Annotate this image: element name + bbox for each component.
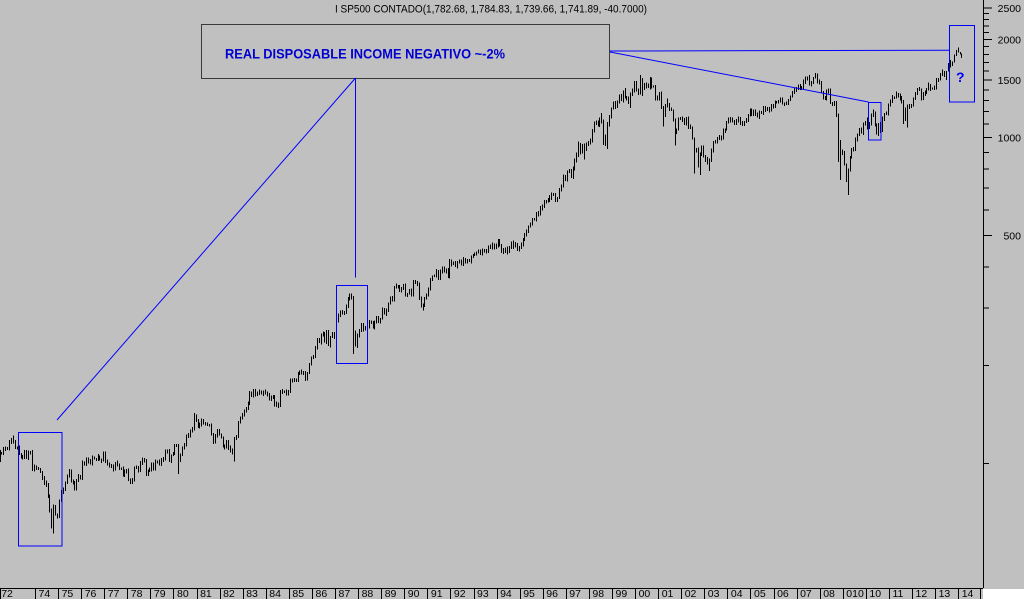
svg-text:77: 77 (108, 588, 120, 599)
svg-text:92: 92 (454, 588, 466, 599)
svg-text:06: 06 (777, 588, 789, 599)
svg-text:72: 72 (1, 588, 13, 599)
svg-text:01: 01 (662, 588, 674, 599)
svg-text:99: 99 (616, 588, 628, 599)
svg-text:03: 03 (708, 588, 720, 599)
svg-text:02: 02 (685, 588, 697, 599)
svg-text:07: 07 (800, 588, 812, 599)
svg-text:86: 86 (316, 588, 328, 599)
svg-text:95: 95 (523, 588, 535, 599)
svg-text:08: 08 (823, 588, 835, 599)
svg-text:I SP500 CONTADO(1,782.68, 1,78: I SP500 CONTADO(1,782.68, 1,784.83, 1,73… (335, 4, 647, 16)
svg-text:10: 10 (869, 588, 881, 599)
svg-text:1000: 1000 (998, 133, 1022, 145)
svg-text:91: 91 (431, 588, 443, 599)
svg-text:81: 81 (200, 588, 212, 599)
svg-text:83: 83 (246, 588, 258, 599)
svg-text:14: 14 (962, 588, 974, 599)
svg-text:93: 93 (477, 588, 489, 599)
svg-text:00: 00 (639, 588, 651, 599)
svg-text:76: 76 (85, 588, 97, 599)
svg-text:80: 80 (177, 588, 189, 599)
svg-text:96: 96 (546, 588, 558, 599)
svg-text:84: 84 (269, 588, 281, 599)
svg-text:90: 90 (408, 588, 420, 599)
svg-text:2500: 2500 (998, 3, 1022, 15)
svg-text:87: 87 (339, 588, 351, 599)
svg-text:04: 04 (731, 588, 743, 599)
svg-text:74: 74 (39, 588, 51, 599)
svg-text:010: 010 (846, 588, 864, 599)
svg-text:98: 98 (592, 588, 604, 599)
svg-text:2000: 2000 (998, 34, 1022, 46)
svg-text:85: 85 (292, 588, 304, 599)
svg-text:05: 05 (754, 588, 766, 599)
svg-text:79: 79 (154, 588, 166, 599)
svg-text:500: 500 (1003, 231, 1021, 243)
svg-text:75: 75 (62, 588, 74, 599)
svg-text:?: ? (956, 69, 965, 85)
svg-text:11: 11 (893, 588, 904, 599)
svg-text:13: 13 (939, 588, 951, 599)
svg-text:REAL DISPOSABLE INCOME NEGATIV: REAL DISPOSABLE INCOME NEGATIVO ~-2% (225, 46, 505, 62)
svg-text:82: 82 (223, 588, 235, 599)
svg-text:78: 78 (131, 588, 143, 599)
svg-text:94: 94 (500, 588, 512, 599)
svg-text:89: 89 (385, 588, 397, 599)
svg-text:1500: 1500 (998, 75, 1022, 87)
svg-text:12: 12 (916, 588, 928, 599)
svg-text:88: 88 (362, 588, 374, 599)
svg-text:97: 97 (569, 588, 581, 599)
